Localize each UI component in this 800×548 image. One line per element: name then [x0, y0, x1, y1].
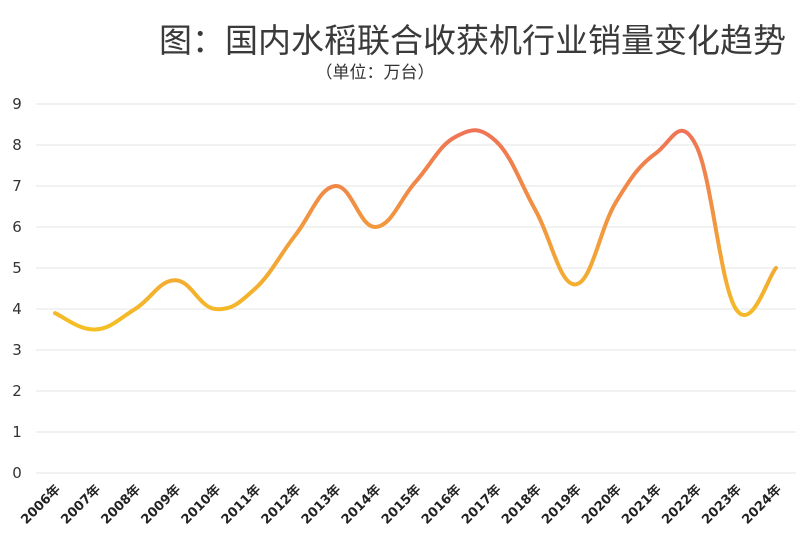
series-line	[53, 128, 778, 332]
y-tick-label: 9	[12, 95, 22, 113]
x-tick-label: 2010年	[178, 482, 224, 528]
y-tick-label: 8	[12, 136, 22, 154]
y-tick-label: 0	[12, 464, 22, 482]
chart-subtitle: （单位：万台）	[315, 63, 435, 83]
x-tick-label: 2007年	[58, 482, 104, 528]
x-tick-label: 2023年	[699, 482, 745, 528]
y-tick-label: 3	[12, 341, 22, 359]
x-axis-ticks: 2006年2007年2008年2009年2010年2011年2012年2013年…	[18, 482, 785, 528]
x-tick-label: 2013年	[298, 482, 344, 528]
x-tick-label: 2021年	[619, 482, 665, 528]
x-tick-label: 2024年	[739, 482, 785, 528]
x-tick-label: 2020年	[579, 482, 625, 528]
y-tick-label: 6	[12, 218, 22, 236]
x-tick-label: 2008年	[98, 482, 144, 528]
y-tick-label: 7	[12, 177, 22, 195]
x-tick-label: 2014年	[338, 482, 384, 528]
x-tick-label: 2019年	[538, 482, 584, 528]
x-tick-label: 2006年	[18, 482, 64, 528]
x-tick-label: 2017年	[458, 482, 504, 528]
x-tick-label: 2009年	[138, 482, 184, 528]
y-tick-label: 1	[12, 423, 22, 441]
x-tick-label: 2012年	[258, 482, 304, 528]
grid-lines	[36, 103, 796, 474]
y-axis-ticks: 0 1 2 3 4 5 6 7 8 9	[12, 95, 22, 482]
y-tick-label: 2	[12, 382, 22, 400]
y-tick-label: 4	[12, 300, 22, 318]
y-tick-label: 5	[12, 259, 22, 277]
x-tick-label: 2011年	[218, 482, 264, 528]
chart-title: 图：国内水稻联合收获机行业销量变化趋势	[159, 21, 786, 60]
x-tick-label: 2015年	[378, 482, 424, 528]
x-tick-label: 2018年	[498, 482, 544, 528]
x-tick-label: 2016年	[418, 482, 464, 528]
x-tick-label: 2022年	[659, 482, 705, 528]
